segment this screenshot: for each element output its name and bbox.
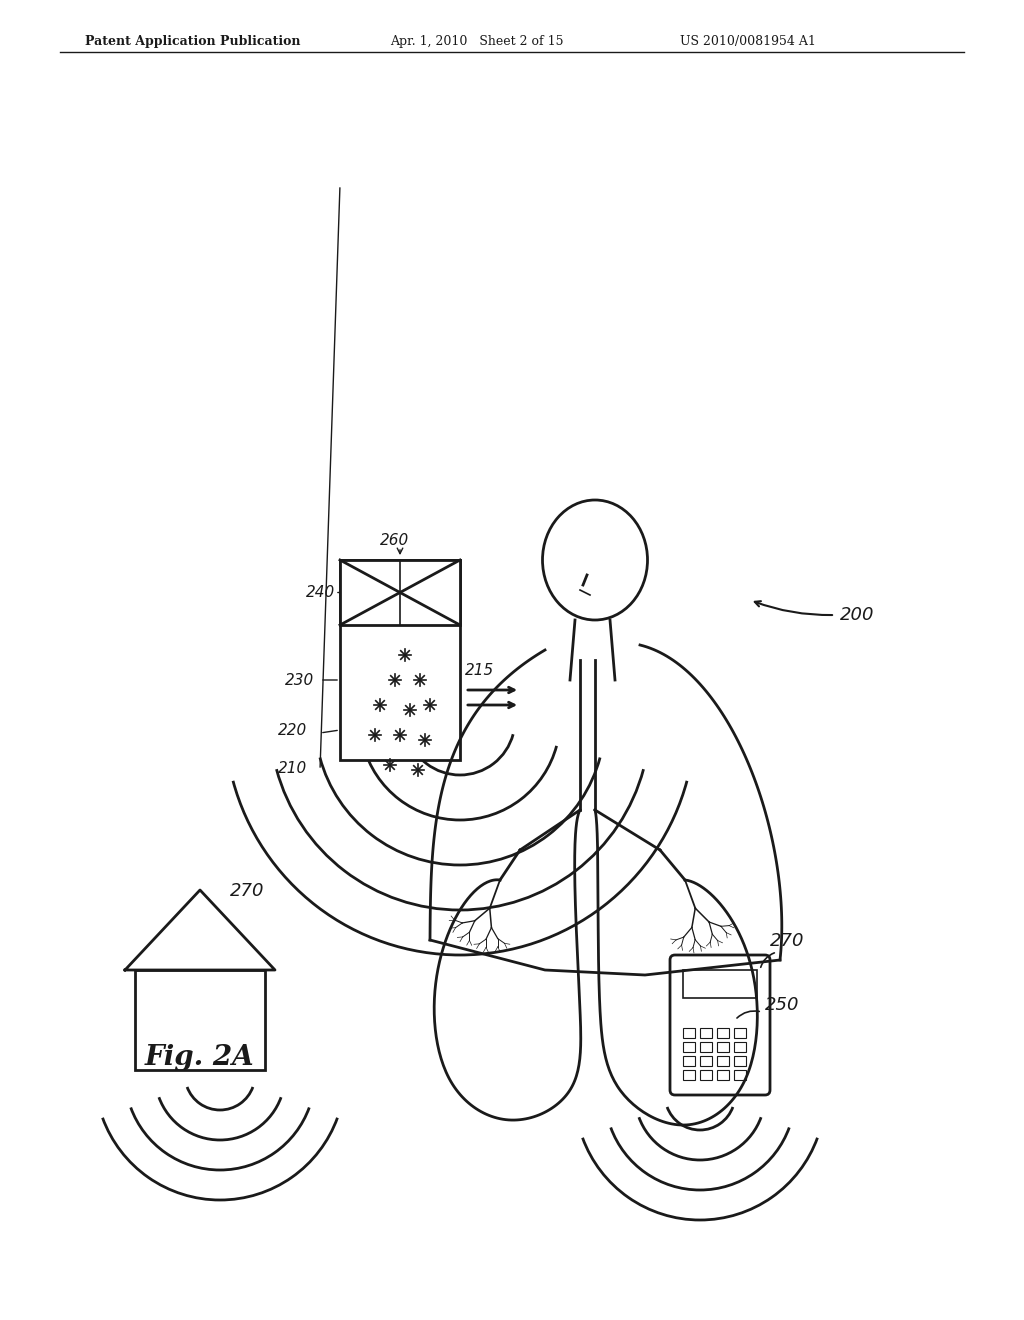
Text: US 2010/0081954 A1: US 2010/0081954 A1: [680, 36, 816, 48]
Text: 270: 270: [770, 932, 805, 950]
Text: 270: 270: [230, 882, 264, 900]
Text: 210: 210: [278, 762, 307, 776]
Bar: [717, 1056, 729, 1067]
Bar: [717, 1028, 729, 1038]
Bar: [683, 1056, 695, 1067]
Text: Apr. 1, 2010   Sheet 2 of 15: Apr. 1, 2010 Sheet 2 of 15: [390, 36, 563, 48]
Text: 220: 220: [278, 723, 307, 738]
Bar: [340, 560, 460, 624]
Text: 260: 260: [380, 533, 410, 548]
Bar: [700, 1056, 712, 1067]
Bar: [700, 1071, 712, 1080]
Bar: [734, 1041, 746, 1052]
Text: Fig. 2A: Fig. 2A: [145, 1044, 255, 1071]
Bar: [135, 970, 265, 1071]
Bar: [734, 1028, 746, 1038]
FancyBboxPatch shape: [670, 954, 770, 1096]
Bar: [734, 1071, 746, 1080]
Bar: [700, 1041, 712, 1052]
Bar: [683, 1028, 695, 1038]
Text: 230: 230: [285, 673, 314, 688]
Bar: [683, 970, 757, 998]
Bar: [717, 1041, 729, 1052]
Text: 240: 240: [306, 585, 335, 601]
Bar: [700, 1028, 712, 1038]
Bar: [683, 1041, 695, 1052]
Bar: [717, 1071, 729, 1080]
Bar: [340, 560, 460, 760]
Bar: [683, 1071, 695, 1080]
Ellipse shape: [543, 500, 647, 620]
Bar: [734, 1056, 746, 1067]
Text: Patent Application Publication: Patent Application Publication: [85, 36, 300, 48]
Text: 215: 215: [465, 663, 495, 678]
Text: 200: 200: [840, 606, 874, 624]
Text: 250: 250: [765, 997, 800, 1014]
